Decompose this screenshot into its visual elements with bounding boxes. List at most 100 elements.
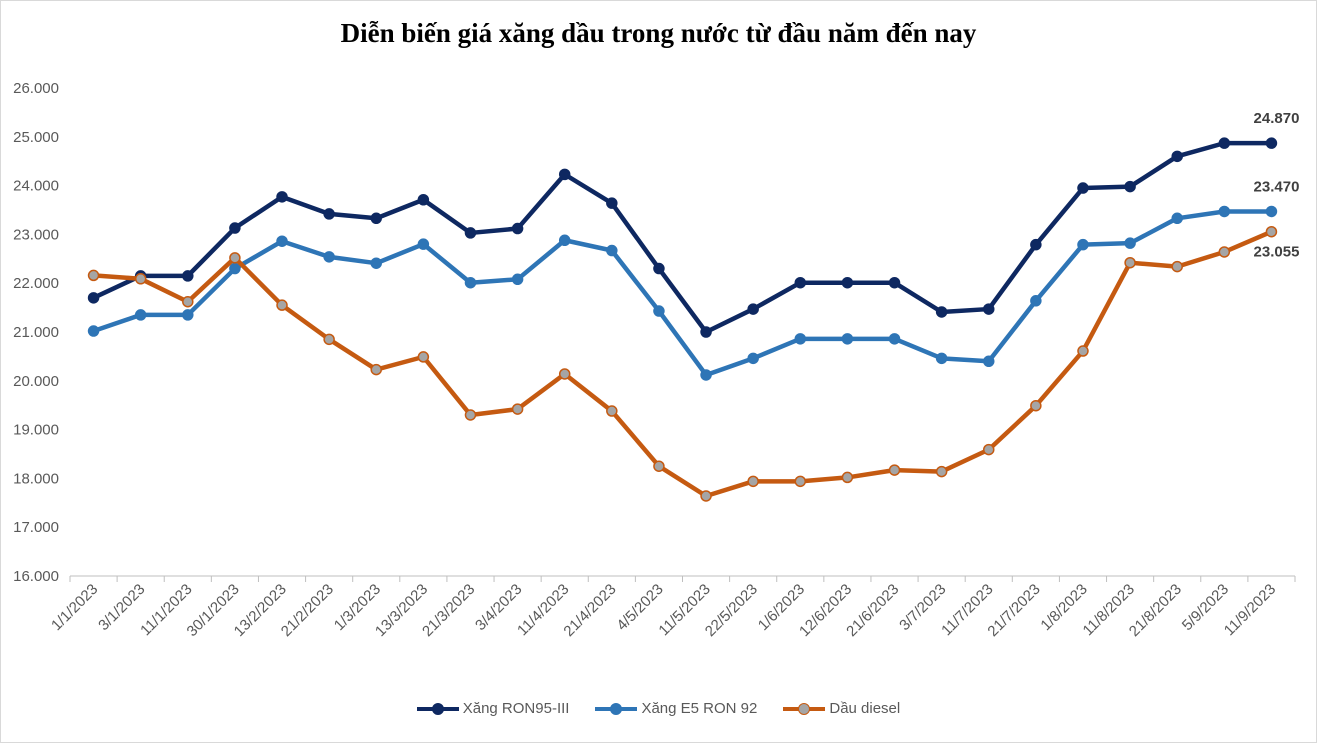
legend-swatch-e5	[595, 702, 638, 715]
data-point	[1218, 137, 1231, 149]
y-tick-label: 25.000	[13, 129, 59, 146]
data-point	[323, 333, 335, 346]
data-point	[1265, 137, 1278, 149]
data-point	[1265, 225, 1278, 238]
data-point	[1171, 260, 1183, 273]
data-point	[606, 244, 618, 257]
data-point	[464, 276, 477, 289]
data-point	[1077, 345, 1089, 357]
data-point	[1124, 256, 1136, 269]
data-point	[370, 363, 382, 376]
data-point	[323, 251, 335, 263]
y-tick-label: 17.000	[13, 519, 59, 536]
data-point	[1030, 295, 1042, 307]
data-point	[606, 405, 618, 417]
data-point	[794, 333, 807, 345]
data-point	[747, 352, 759, 365]
data-point	[983, 355, 995, 368]
data-point	[794, 475, 807, 488]
data-point	[87, 325, 100, 337]
data-point	[653, 262, 665, 275]
y-tick-label: 21.000	[13, 324, 59, 341]
data-point	[370, 212, 382, 225]
data-point	[606, 197, 618, 209]
data-point	[841, 276, 854, 289]
data-point	[558, 234, 571, 247]
y-tick-label: 23.000	[13, 226, 59, 243]
data-point	[747, 303, 759, 315]
data-point	[87, 269, 100, 282]
y-tick-label: 18.000	[13, 470, 59, 487]
data-label: 23.470	[1254, 178, 1300, 195]
data-label: 24.870	[1254, 110, 1300, 127]
data-label: 23.055	[1254, 244, 1300, 261]
data-point	[417, 351, 430, 363]
data-point	[841, 471, 854, 484]
legend-item-ron95[interactable]: Xăng RON95-III	[416, 700, 570, 717]
data-point	[511, 273, 524, 286]
data-point	[935, 352, 948, 365]
data-point	[229, 222, 241, 234]
data-point	[182, 295, 194, 308]
data-point	[1077, 238, 1089, 251]
series-line	[91, 140, 1274, 335]
legend-swatch-diesel	[783, 702, 826, 715]
data-point	[276, 299, 288, 311]
legend-item-e5[interactable]: Xăng E5 RON 92	[595, 700, 757, 717]
x-tick-label: 11/9/2023	[1221, 581, 1279, 639]
data-point	[323, 208, 335, 220]
data-point	[653, 460, 665, 472]
data-point	[1077, 182, 1089, 194]
y-tick-label: 26.000	[13, 80, 59, 97]
data-point	[87, 292, 100, 304]
data-point	[794, 276, 807, 289]
data-point	[841, 333, 854, 345]
data-point	[182, 309, 194, 321]
legend-label-ron95: Xăng RON95-III	[462, 700, 570, 717]
legend: Xăng RON95-III Xăng E5 RON 92 Dầu diesel	[0, 700, 1317, 717]
data-point	[1171, 212, 1183, 225]
series-line	[91, 209, 1274, 378]
chart-title: Diễn biến giá xăng dầu trong nước từ đầu…	[340, 18, 977, 48]
data-point	[511, 222, 524, 235]
legend-label-diesel: Dầu diesel	[829, 700, 901, 717]
data-point	[888, 276, 901, 289]
data-point	[700, 326, 712, 338]
legend-item-diesel[interactable]: Dầu diesel	[783, 700, 900, 717]
data-point	[134, 309, 147, 321]
y-tick-label: 16.000	[13, 568, 59, 585]
data-point	[653, 305, 665, 317]
data-point	[888, 333, 901, 345]
data-point	[417, 194, 430, 206]
data-point	[229, 252, 241, 264]
y-tick-label: 22.000	[13, 275, 59, 292]
data-point	[229, 262, 241, 275]
data-point	[558, 168, 571, 181]
data-point	[276, 235, 288, 247]
data-point	[935, 306, 948, 318]
data-point	[1124, 180, 1136, 193]
legend-swatch-ron95	[416, 702, 459, 715]
data-point	[511, 403, 524, 415]
data-point	[417, 238, 430, 250]
data-point	[1171, 150, 1183, 163]
data-point	[935, 465, 948, 478]
data-point	[1218, 205, 1231, 218]
data-point	[134, 273, 147, 285]
data-point	[370, 257, 382, 269]
data-point	[276, 191, 288, 203]
y-tick-label: 20.000	[13, 373, 59, 390]
y-tick-label: 24.000	[13, 178, 59, 195]
data-point	[558, 368, 571, 380]
data-point	[464, 409, 477, 421]
data-point	[1218, 246, 1231, 258]
data-point	[182, 270, 194, 282]
data-point	[1030, 399, 1042, 412]
data-point	[747, 475, 759, 488]
data-point	[700, 369, 712, 381]
series-line	[91, 229, 1274, 499]
x-tick-label: 1/1/2023	[48, 581, 101, 634]
y-tick-label: 19.000	[13, 422, 59, 439]
